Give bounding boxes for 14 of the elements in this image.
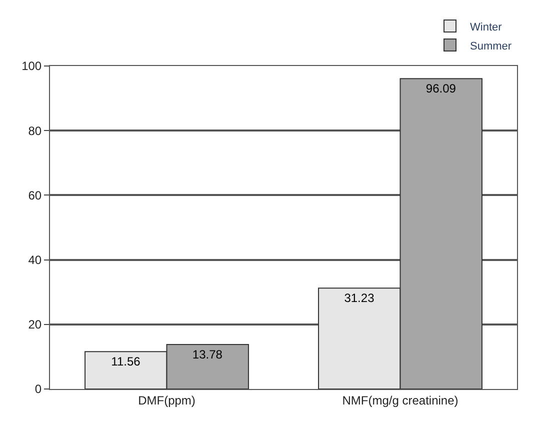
y-tick-label: 100	[22, 59, 42, 74]
data-label: 96.09	[426, 82, 456, 96]
y-tick-label: 80	[28, 124, 42, 138]
x-tick-label: DMF(ppm)	[138, 393, 196, 408]
y-tick-label: 0	[34, 382, 42, 396]
y-tick-label: 20	[28, 318, 42, 332]
legend-label: Winter	[470, 21, 502, 34]
y-tick-label: 40	[28, 253, 42, 267]
y-tick-label: 60	[28, 188, 42, 202]
legend-label: Summer	[470, 40, 512, 52]
data-label: 13.78	[192, 347, 223, 362]
data-label: 31.23	[344, 291, 375, 306]
data-label: 11.56	[111, 354, 141, 369]
x-tick-label: NMF(mg/g creatinine)	[342, 393, 458, 408]
